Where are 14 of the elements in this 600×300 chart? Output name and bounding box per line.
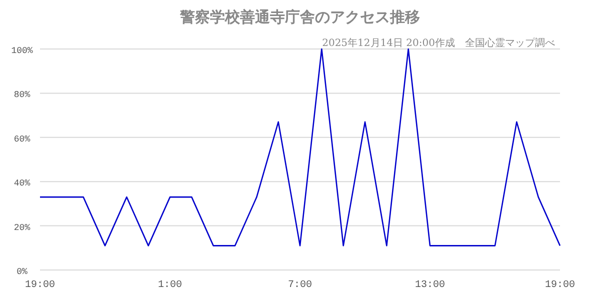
y-tick-label: 100% bbox=[11, 46, 34, 56]
x-tick-label: 13:00 bbox=[414, 280, 446, 291]
y-tick-label: 60% bbox=[14, 134, 31, 144]
y-tick-label: 40% bbox=[14, 178, 31, 189]
x-tick-label: 1:00 bbox=[158, 280, 182, 291]
y-tick-label: 20% bbox=[14, 222, 31, 233]
annotation: 2025年12月14日 20:00作成 全国心霊マップ調べ bbox=[322, 37, 555, 49]
x-tick-label: 7:00 bbox=[288, 280, 312, 291]
x-tick-label: 19:00 bbox=[24, 280, 56, 291]
chart-title: 警察学校善通寺庁舎のアクセス推移 bbox=[179, 8, 420, 26]
x-tick-label: 19:00 bbox=[544, 280, 576, 291]
y-tick-label: 0% bbox=[16, 267, 28, 277]
line-series bbox=[39, 48, 561, 246]
y-tick-label: 80% bbox=[14, 90, 31, 100]
